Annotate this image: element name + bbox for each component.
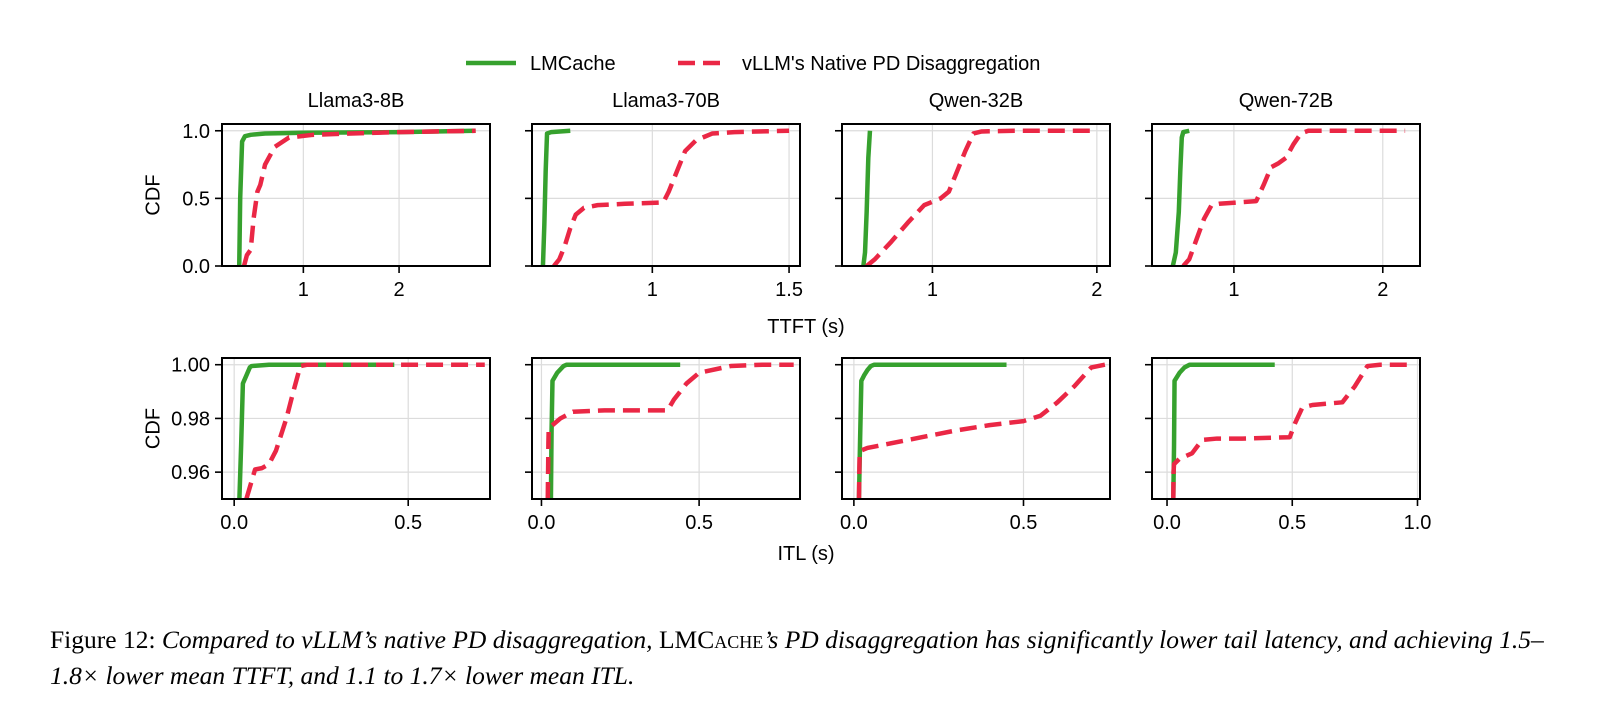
series-group-ttft-1: [236, 128, 476, 266]
panel-ttft-2: [525, 123, 801, 273]
x-tick-label-itl-4-0: 0.0: [1153, 512, 1181, 534]
y-tick-label-ttft-1-0: 0.0: [182, 256, 210, 278]
series-group-ttft-3: [861, 128, 1097, 266]
y-tick-label-ttft-1-1: 0.5: [182, 188, 210, 210]
panel-title-ttft-4: Qwen-72B: [1239, 90, 1334, 112]
series-line-itl-1-vllm: [244, 362, 485, 499]
series-group-itl-4: [1171, 362, 1410, 499]
x-tick-label-ttft-4-1: 2: [1377, 279, 1388, 301]
series-line-ttft-2-lmcache: [540, 128, 571, 266]
caption-lmcache-big: LMC: [658, 625, 715, 654]
series-line-ttft-1-lmcache: [236, 128, 476, 266]
x-tick-label-itl-4-1: 0.5: [1278, 512, 1306, 534]
series-line-ttft-3-vllm: [865, 128, 1097, 266]
panel-ttft-1: [215, 123, 491, 273]
x-tick-label-ttft-1-0: 1: [298, 279, 309, 301]
series-group-itl-3: [856, 362, 1106, 499]
panel-ttft-4: [1145, 123, 1421, 273]
axes-frame-ttft-2: [531, 123, 801, 267]
panel-title-ttft-2: Llama3-70B: [612, 90, 720, 112]
x-tick-label-itl-3-0: 0.0: [840, 512, 868, 534]
caption-label: Figure 12:: [50, 625, 156, 654]
caption-text-1: Compared to vLLM’s native PD disaggregat…: [155, 625, 659, 654]
x-tick-label-itl-2-0: 0.0: [528, 512, 556, 534]
y-tick-label-itl-1-2: 1.00: [171, 355, 210, 377]
x-tick-label-itl-3-1: 0.5: [1010, 512, 1038, 534]
figure-caption: Figure 12: Compared to vLLM’s native PD …: [50, 622, 1590, 694]
x-tick-label-itl-1-0: 0.0: [220, 512, 248, 534]
figure-canvas: 1 2 0.0 0.5 1.0 CDF Llama3-8B 1 1.5 Llama3-70B 1 2 Q…: [142, 53, 1432, 565]
panel-ttft-3: [835, 123, 1111, 273]
series-line-itl-2-vllm: [545, 362, 794, 499]
y-tick-label-itl-1-0: 0.96: [171, 462, 210, 484]
x-tick-label-ttft-2-1: 1.5: [775, 279, 803, 301]
series-line-itl-3-lmcache: [856, 362, 1007, 499]
panel-title-ttft-3: Qwen-32B: [929, 90, 1024, 112]
series-line-itl-1-lmcache: [237, 362, 395, 499]
axes-frame-itl-3: [841, 357, 1111, 500]
y-tick-label-itl-1-1: 0.98: [171, 408, 210, 430]
panel-itl-3: [835, 357, 1111, 506]
series-line-ttft-3-lmcache: [861, 130, 873, 266]
x-tick-label-itl-2-1: 0.5: [685, 512, 713, 534]
x-tick-label-ttft-3-1: 2: [1091, 279, 1102, 301]
x-axis-label-itl: ITL (s): [777, 543, 834, 565]
series-line-itl-3-vllm: [856, 362, 1106, 499]
series-line-itl-4-lmcache: [1171, 362, 1275, 499]
caption-text-2: ’s PD disaggregation has significantly l…: [50, 625, 1544, 690]
series-group-ttft-2: [540, 128, 790, 266]
panel-title-ttft-1: Llama3-8B: [308, 90, 405, 112]
x-axis-label-ttft: TTFT (s): [767, 316, 844, 338]
panel-itl-1: [215, 357, 491, 506]
axes-frame-ttft-1: [221, 123, 491, 267]
series-line-itl-2-lmcache: [548, 362, 681, 499]
series-line-itl-4-vllm: [1171, 362, 1410, 499]
series-line-ttft-1-vllm: [241, 128, 476, 266]
x-tick-label-ttft-3-0: 1: [927, 279, 938, 301]
series-group-itl-2: [545, 362, 794, 499]
x-tick-label-itl-4-2: 1.0: [1404, 512, 1432, 534]
x-tick-label-ttft-2-0: 1: [647, 279, 658, 301]
x-tick-label-ttft-4-0: 1: [1228, 279, 1239, 301]
legend-label-lmcache: LMCache: [530, 53, 616, 75]
y-tick-label-ttft-1-2: 1.0: [182, 121, 210, 143]
series-line-ttft-4-lmcache: [1170, 128, 1190, 266]
x-tick-label-ttft-1-1: 2: [394, 279, 405, 301]
y-axis-label-itl-1: CDF: [142, 408, 164, 449]
axes-frame-ttft-4: [1151, 123, 1421, 267]
x-tick-label-itl-1-1: 0.5: [394, 512, 422, 534]
series-group-itl-1: [237, 362, 485, 499]
series-group-ttft-4: [1170, 128, 1406, 266]
panel-itl-4: [1145, 357, 1421, 506]
axes-frame-itl-4: [1151, 357, 1421, 500]
caption-lmcache-small: ache: [714, 625, 764, 654]
y-axis-label-ttft-1: CDF: [142, 174, 164, 215]
legend-label-vllm: vLLM's Native PD Disaggregation: [742, 53, 1040, 75]
axes-frame-ttft-3: [841, 123, 1111, 267]
panel-itl-2: [525, 357, 801, 506]
axes-frame-itl-2: [531, 357, 801, 500]
series-line-ttft-4-vllm: [1181, 128, 1406, 266]
axes-frame-itl-1: [221, 357, 491, 500]
series-line-ttft-2-vllm: [552, 128, 790, 266]
